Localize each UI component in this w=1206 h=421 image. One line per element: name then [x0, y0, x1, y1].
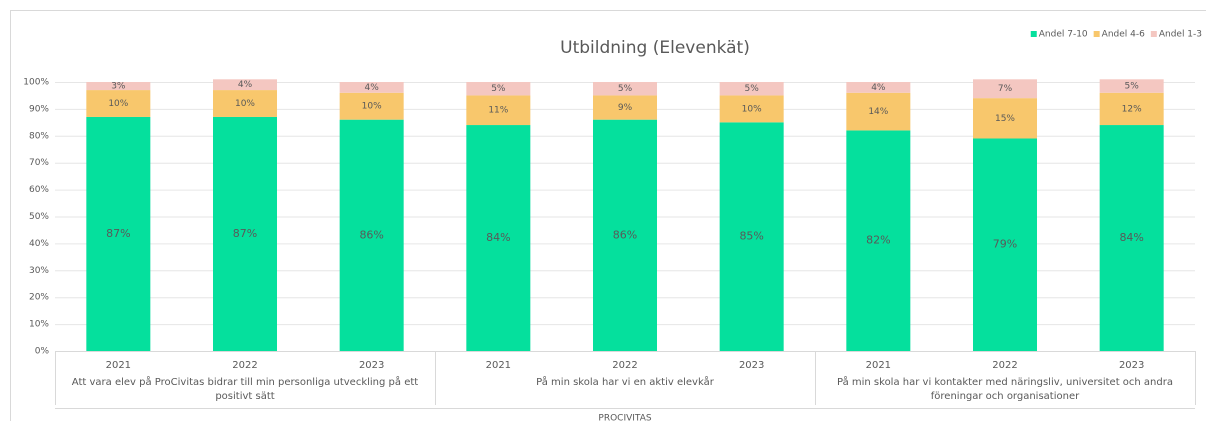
bar-segment — [593, 119, 657, 351]
data-label: 15% — [995, 114, 1015, 124]
group-label: På min skola har vi kontakter med näring… — [837, 377, 1173, 402]
x-tick-label: 2021 — [486, 360, 511, 371]
bar-segment — [719, 95, 784, 123]
bar-segment — [466, 125, 531, 351]
bar-segment — [593, 95, 657, 120]
data-label: 10% — [742, 104, 762, 114]
bar-segment — [339, 119, 404, 351]
super-label: PROCIVITAS — [598, 414, 651, 421]
data-label: 84% — [1119, 231, 1143, 244]
data-label: 14% — [868, 107, 888, 117]
bar-segment — [86, 82, 151, 91]
data-label: 4% — [365, 83, 380, 93]
data-label: 82% — [866, 234, 890, 247]
bar-segment — [593, 82, 657, 96]
group-label: På min skola har vi en aktiv elevkår — [536, 377, 714, 388]
bar-segment — [719, 82, 784, 96]
bar-segment — [213, 90, 277, 117]
data-label: 5% — [745, 84, 760, 94]
y-tick-label: 70% — [29, 158, 49, 168]
group-label-box: På min skola har vi en aktiv elevkår — [536, 377, 714, 388]
bar-segment — [973, 138, 1037, 351]
bar-segment — [1099, 92, 1164, 126]
data-label: 5% — [618, 84, 633, 94]
y-tick-label: 30% — [29, 266, 49, 276]
data-label: 87% — [233, 227, 257, 240]
group-label: Att vara elev på ProCivitas bidrar till … — [71, 377, 419, 402]
y-tick-label: 100% — [23, 78, 49, 88]
data-label: 7% — [998, 84, 1013, 94]
data-label: 10% — [362, 102, 382, 112]
data-label: 4% — [238, 80, 253, 90]
chart-frame — [10, 10, 1206, 421]
x-tick-label: 2021 — [106, 360, 131, 371]
bar-segment — [339, 92, 404, 120]
data-label: 3% — [111, 82, 126, 92]
legend-swatch — [1150, 31, 1157, 37]
chart-title: Utbildning (Elevenkät) — [560, 38, 750, 58]
bar-segment — [86, 116, 151, 351]
data-label: 86% — [359, 228, 383, 241]
x-tick-label: 2023 — [359, 360, 384, 371]
x-tick-label: 2022 — [612, 360, 637, 371]
bar-segment — [719, 122, 784, 351]
data-label: 11% — [488, 106, 508, 116]
data-label: 4% — [871, 83, 886, 93]
data-label: 86% — [613, 228, 637, 241]
data-label: 9% — [618, 103, 633, 113]
y-tick-label: 50% — [29, 212, 49, 222]
data-label: 5% — [1125, 82, 1140, 92]
data-label: 5% — [491, 84, 506, 94]
x-tick-label: 2022 — [992, 360, 1017, 371]
x-tick-label: 2023 — [1119, 360, 1144, 371]
bar-segment — [213, 79, 277, 91]
y-tick-label: 80% — [29, 131, 49, 141]
bar-segment — [466, 82, 531, 96]
y-tick-label: 20% — [29, 293, 49, 303]
legend-swatch — [1030, 31, 1037, 37]
data-label: 84% — [486, 231, 510, 244]
bar-segment — [846, 82, 911, 93]
bar-segment — [1099, 79, 1164, 93]
x-tick-label: 2021 — [866, 360, 891, 371]
bar-segment — [973, 98, 1037, 139]
data-label: 79% — [993, 238, 1017, 251]
legend-swatch — [1093, 31, 1100, 37]
data-label: 12% — [1122, 104, 1142, 114]
bar-segment — [846, 130, 911, 351]
y-tick-label: 40% — [29, 239, 49, 249]
y-tick-label: 90% — [29, 104, 49, 114]
legend-label: Andel 4-6 — [1102, 30, 1145, 40]
bar-segment — [339, 82, 404, 93]
legend-label: Andel 1-3 — [1159, 30, 1202, 40]
bar-segment — [973, 79, 1037, 99]
y-tick-label: 10% — [29, 320, 49, 330]
bar-segment — [86, 90, 151, 117]
bar-segment — [1099, 125, 1164, 351]
x-tick-label: 2022 — [232, 360, 257, 371]
bar-segment — [213, 116, 277, 351]
data-label: 85% — [739, 230, 763, 243]
data-label: 10% — [108, 99, 128, 109]
data-label: 87% — [106, 227, 130, 240]
y-tick-label: 0% — [35, 347, 50, 357]
x-tick-label: 2023 — [739, 360, 764, 371]
bar-segment — [846, 92, 911, 131]
legend-label: Andel 7-10 — [1039, 30, 1088, 40]
bar-segment — [466, 95, 531, 126]
group-label-box: Att vara elev på ProCivitas bidrar till … — [71, 377, 419, 402]
y-tick-label: 60% — [29, 185, 49, 195]
group-label-box: På min skola har vi kontakter med näring… — [837, 377, 1173, 402]
data-label: 10% — [235, 99, 255, 109]
